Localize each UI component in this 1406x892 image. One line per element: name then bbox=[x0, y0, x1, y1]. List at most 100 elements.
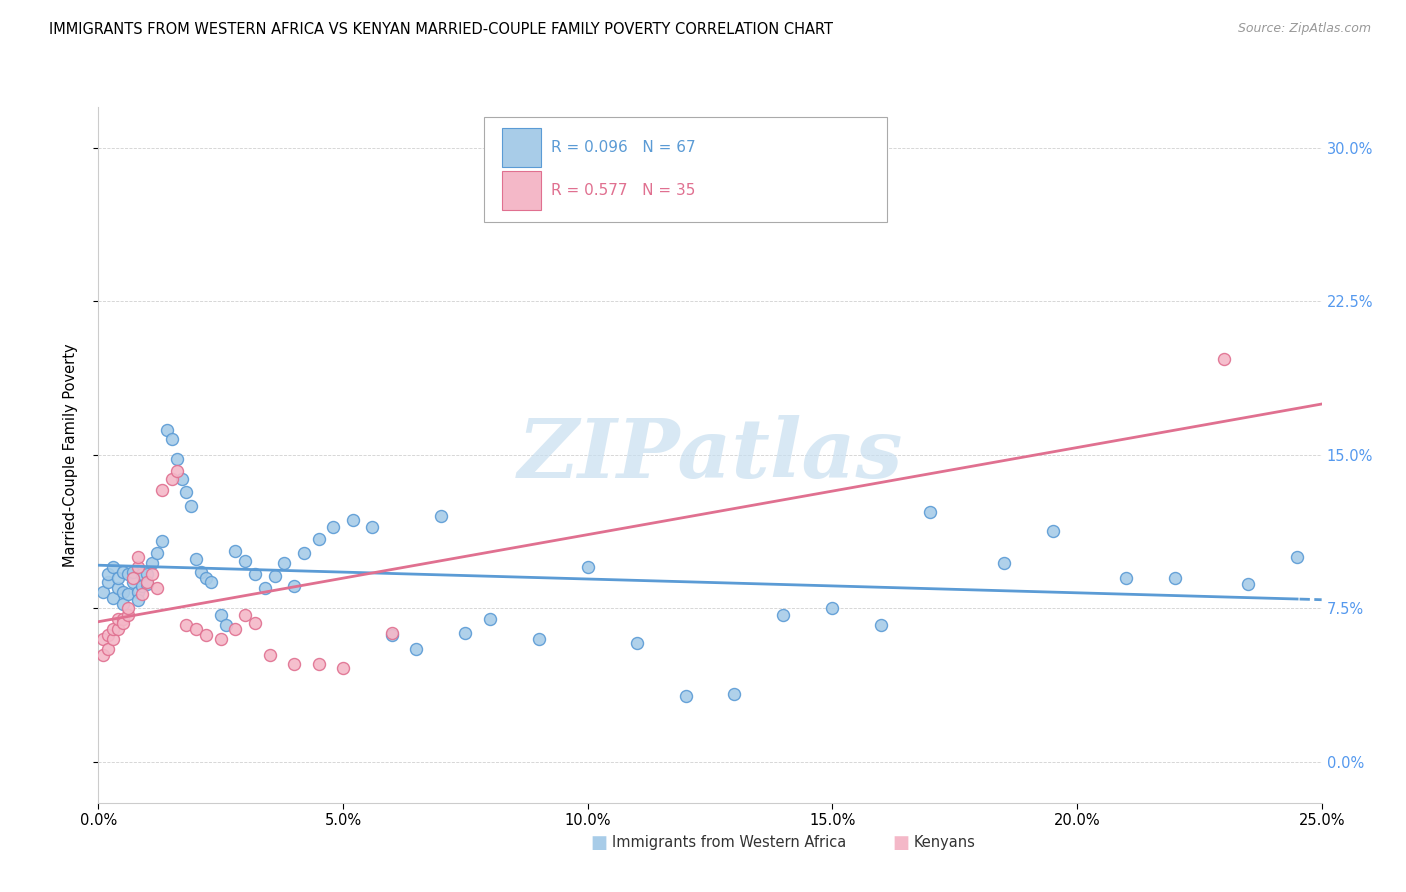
Point bbox=[920, 505, 942, 519]
Point bbox=[233, 607, 256, 622]
Point bbox=[117, 601, 139, 615]
Point bbox=[454, 626, 477, 640]
Point bbox=[1042, 524, 1064, 538]
Point bbox=[993, 557, 1015, 571]
Point bbox=[160, 432, 183, 446]
Point bbox=[430, 509, 453, 524]
Point bbox=[322, 519, 344, 533]
Point bbox=[141, 557, 163, 571]
Point bbox=[127, 585, 149, 599]
Point bbox=[166, 464, 188, 478]
Point bbox=[117, 587, 139, 601]
Text: Kenyans: Kenyans bbox=[914, 836, 976, 850]
Point bbox=[1212, 351, 1234, 366]
Point bbox=[121, 574, 143, 589]
Point bbox=[111, 565, 134, 579]
Point bbox=[259, 648, 281, 663]
Point bbox=[91, 648, 114, 663]
Point bbox=[156, 423, 179, 437]
Point bbox=[170, 473, 193, 487]
Text: ZIPatlas: ZIPatlas bbox=[517, 415, 903, 495]
Point bbox=[131, 587, 153, 601]
Point bbox=[273, 557, 295, 571]
Point bbox=[1115, 571, 1137, 585]
Point bbox=[97, 566, 120, 581]
Text: Immigrants from Western Africa: Immigrants from Western Africa bbox=[612, 836, 846, 850]
Point bbox=[117, 607, 139, 622]
Point bbox=[146, 546, 169, 560]
Point bbox=[117, 566, 139, 581]
Point bbox=[224, 622, 246, 636]
Point bbox=[101, 560, 124, 574]
Point bbox=[131, 579, 153, 593]
Point bbox=[214, 617, 236, 632]
Point bbox=[180, 499, 202, 513]
Point bbox=[166, 452, 188, 467]
Point bbox=[821, 601, 844, 615]
Point bbox=[176, 484, 198, 499]
Point bbox=[527, 632, 550, 646]
Text: R = 0.096   N = 67: R = 0.096 N = 67 bbox=[551, 140, 696, 155]
Point bbox=[121, 571, 143, 585]
Point bbox=[91, 585, 114, 599]
Point bbox=[107, 622, 129, 636]
Point bbox=[626, 636, 648, 650]
Point bbox=[107, 571, 129, 585]
Point bbox=[308, 532, 330, 546]
Point bbox=[160, 473, 183, 487]
Point bbox=[478, 612, 501, 626]
Point bbox=[870, 617, 893, 632]
Point bbox=[141, 566, 163, 581]
Y-axis label: Married-Couple Family Poverty: Married-Couple Family Poverty bbox=[63, 343, 77, 566]
Point bbox=[111, 597, 134, 611]
Point bbox=[101, 622, 124, 636]
Point bbox=[91, 632, 114, 646]
Point bbox=[136, 574, 159, 589]
Point bbox=[97, 628, 120, 642]
Point bbox=[150, 483, 173, 497]
Point bbox=[127, 593, 149, 607]
Point bbox=[253, 581, 276, 595]
Point bbox=[243, 615, 266, 630]
Text: ■: ■ bbox=[591, 834, 607, 852]
Point bbox=[1237, 577, 1260, 591]
Text: ■: ■ bbox=[893, 834, 910, 852]
Point bbox=[186, 552, 208, 566]
Point bbox=[292, 546, 315, 560]
Point bbox=[186, 622, 208, 636]
Point bbox=[361, 519, 384, 533]
Point bbox=[111, 612, 134, 626]
Point bbox=[224, 544, 246, 558]
Point bbox=[195, 571, 218, 585]
Point bbox=[209, 607, 232, 622]
Point bbox=[111, 615, 134, 630]
Point bbox=[111, 585, 134, 599]
Point bbox=[131, 566, 153, 581]
Point bbox=[332, 661, 354, 675]
Point bbox=[209, 632, 232, 646]
Point bbox=[381, 628, 404, 642]
Text: IMMIGRANTS FROM WESTERN AFRICA VS KENYAN MARRIED-COUPLE FAMILY POVERTY CORRELATI: IMMIGRANTS FROM WESTERN AFRICA VS KENYAN… bbox=[49, 22, 834, 37]
FancyBboxPatch shape bbox=[502, 128, 541, 167]
Point bbox=[136, 566, 159, 581]
Point bbox=[723, 687, 745, 701]
Point bbox=[101, 632, 124, 646]
Point bbox=[283, 657, 305, 671]
Point bbox=[263, 568, 285, 582]
Point bbox=[127, 560, 149, 574]
Point bbox=[195, 628, 218, 642]
Point bbox=[308, 657, 330, 671]
Point bbox=[176, 617, 198, 632]
Point bbox=[675, 690, 697, 704]
Point bbox=[127, 550, 149, 565]
Point bbox=[576, 560, 599, 574]
Point bbox=[405, 642, 427, 657]
Point bbox=[233, 554, 256, 568]
Point bbox=[381, 626, 404, 640]
Point bbox=[190, 565, 212, 579]
Point bbox=[283, 579, 305, 593]
Point bbox=[1164, 571, 1187, 585]
Point bbox=[136, 577, 159, 591]
FancyBboxPatch shape bbox=[502, 171, 541, 210]
Point bbox=[97, 642, 120, 657]
